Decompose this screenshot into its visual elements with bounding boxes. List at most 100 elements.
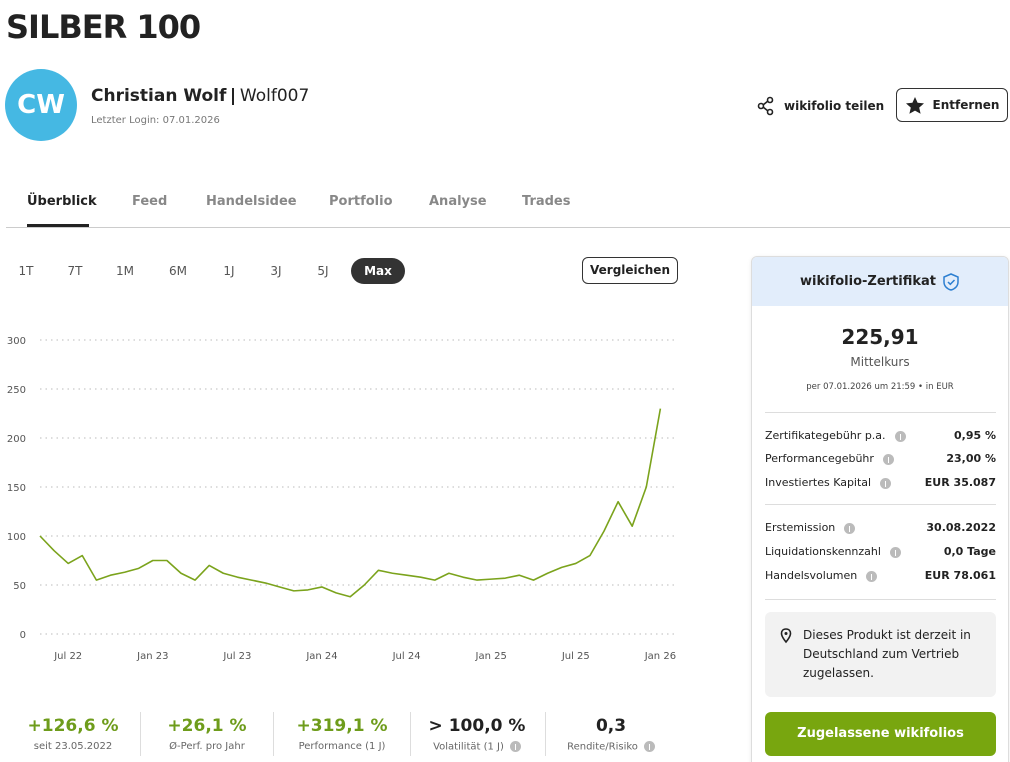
- info-icon[interactable]: [643, 741, 655, 752]
- stat-label: Rendite/Risiko: [546, 741, 676, 753]
- approved-button[interactable]: Zugelassene wikifolios: [765, 712, 996, 756]
- share-label: wikifolio teilen: [784, 99, 885, 113]
- y-tick-label: 200: [7, 434, 26, 445]
- info-icon[interactable]: [844, 522, 856, 534]
- period-button[interactable]: 6M: [169, 264, 187, 278]
- tab[interactable]: Überblick: [27, 194, 97, 209]
- info-icon[interactable]: [894, 430, 906, 442]
- stat-label: seit 23.05.2022: [8, 741, 138, 752]
- info-icon[interactable]: [866, 570, 878, 582]
- star-icon: [905, 97, 924, 114]
- stat-label-text: Volatilität (1 J): [433, 741, 504, 753]
- chart: 0 50 100 150 200 250 300 Jul 22 Jan 23 Jul 23 Jan …: [7, 336, 678, 662]
- y-tick-label: 300: [7, 336, 26, 347]
- row-value: 0,95 %: [954, 429, 996, 442]
- stat-divider: [140, 712, 141, 756]
- period-button[interactable]: 1J: [223, 264, 235, 278]
- price-line: [39, 408, 662, 598]
- pin-icon: [780, 628, 792, 644]
- tab[interactable]: Handelsidee: [206, 194, 297, 209]
- x-tick-label: Jan 24: [305, 651, 337, 662]
- username: Wolf007: [239, 86, 310, 106]
- stat-label-text: Performance (1 J): [298, 741, 386, 752]
- tab-rule: [6, 227, 1010, 228]
- row-label-text: Performancegebühr: [765, 452, 874, 465]
- row-label: Handelsvolumen: [765, 569, 878, 582]
- stat-divider: [545, 712, 546, 756]
- row-label-text: Erstemission: [765, 521, 836, 534]
- x-tick-label: Jul 22: [53, 651, 82, 662]
- stat-value: > 100,0 %: [428, 716, 526, 736]
- y-tick-label: 250: [7, 385, 26, 396]
- row-value: 0,0 Tage: [943, 545, 996, 558]
- row-value: 23,00 %: [946, 452, 996, 465]
- row-value: EUR 35.087: [924, 476, 996, 489]
- y-tick-label: 150: [7, 483, 26, 494]
- row-label-text: Handelsvolumen: [765, 569, 858, 582]
- shield-icon: [943, 272, 959, 291]
- tab[interactable]: Feed: [132, 194, 168, 209]
- row-label-text: Zertifikategebühr p.a.: [765, 429, 886, 442]
- stat-label-text: Ø-Perf. pro Jahr: [169, 741, 245, 752]
- period-button[interactable]: 5J: [317, 264, 329, 278]
- row-label: Zertifikategebühr p.a.: [765, 429, 906, 442]
- period-button[interactable]: 1T: [18, 264, 34, 278]
- tab-indicator: [27, 224, 89, 227]
- notice: Dieses Produkt ist derzeit in Deutschlan…: [765, 612, 996, 697]
- info-icon[interactable]: [880, 477, 892, 489]
- share-icon: [757, 96, 774, 116]
- info-icon[interactable]: [889, 546, 901, 558]
- row-value: 30.08.2022: [926, 521, 996, 534]
- price-date: per 07.01.2026 um 21:59 • in EUR: [806, 382, 954, 392]
- stat-label: Ø-Perf. pro Jahr: [142, 741, 272, 752]
- stat-value: +319,1 %: [296, 716, 388, 736]
- row-label-text: Investiertes Kapital: [765, 476, 872, 489]
- period-button[interactable]: 7T: [67, 264, 83, 278]
- stat-divider: [410, 712, 411, 756]
- stat-label-text: Rendite/Risiko: [567, 741, 638, 753]
- certificate-header: wikifolio-Zertifikat: [752, 257, 1008, 306]
- row-value: EUR 78.061: [924, 569, 996, 582]
- stat-value: 0,3: [595, 716, 627, 736]
- x-tick-label: Jan 25: [475, 651, 507, 662]
- separator: [232, 87, 234, 105]
- trader: Christian Wolf Wolf007: [91, 86, 309, 106]
- info-icon[interactable]: [509, 741, 521, 752]
- avatar: CW: [5, 69, 77, 141]
- y-tick-label: 0: [20, 630, 26, 641]
- row-label-text: Liquidationskennzahl: [765, 545, 881, 558]
- divider: [765, 599, 996, 600]
- stat-value: +26,1 %: [167, 716, 247, 736]
- tab[interactable]: Analyse: [429, 194, 487, 209]
- remove-label: Entfernen: [932, 98, 1000, 112]
- x-tick-label: Jul 23: [222, 651, 251, 662]
- period-button[interactable]: 1M: [116, 264, 134, 278]
- certificate-card: [751, 256, 1009, 762]
- tab[interactable]: Trades: [522, 194, 571, 209]
- divider: [765, 412, 996, 413]
- trader-name[interactable]: Christian Wolf: [91, 86, 227, 106]
- period-button[interactable]: 3J: [270, 264, 282, 278]
- last-login: Letzter Login: 07.01.2026: [91, 115, 220, 126]
- stat-label: Performance (1 J): [277, 741, 407, 752]
- stat-label-text: seit 23.05.2022: [33, 741, 113, 752]
- notice-text: Dieses Produkt ist derzeit in Deutschlan…: [803, 628, 971, 680]
- tab[interactable]: Portfolio: [329, 194, 393, 209]
- share[interactable]: wikifolio teilen: [756, 96, 884, 116]
- price-label: Mittelkurs: [850, 355, 910, 369]
- x-tick-label: Jan 23: [136, 651, 168, 662]
- info-icon[interactable]: [882, 453, 894, 465]
- row-label: Liquidationskennzahl: [765, 545, 901, 558]
- x-tick-label: Jul 24: [392, 651, 421, 662]
- remove-button[interactable]: Entfernen: [896, 88, 1008, 122]
- row-label: Investiertes Kapital: [765, 476, 892, 489]
- compare-button[interactable]: Vergleichen: [582, 257, 678, 284]
- price: 225,91: [841, 325, 919, 349]
- y-tick-label: 100: [7, 532, 26, 543]
- period-button[interactable]: Max: [351, 258, 405, 284]
- stat-value: +126,6 %: [27, 716, 119, 736]
- row-label: Erstemission: [765, 521, 856, 534]
- stat-divider: [273, 712, 274, 756]
- stat-label: Volatilität (1 J): [412, 741, 542, 753]
